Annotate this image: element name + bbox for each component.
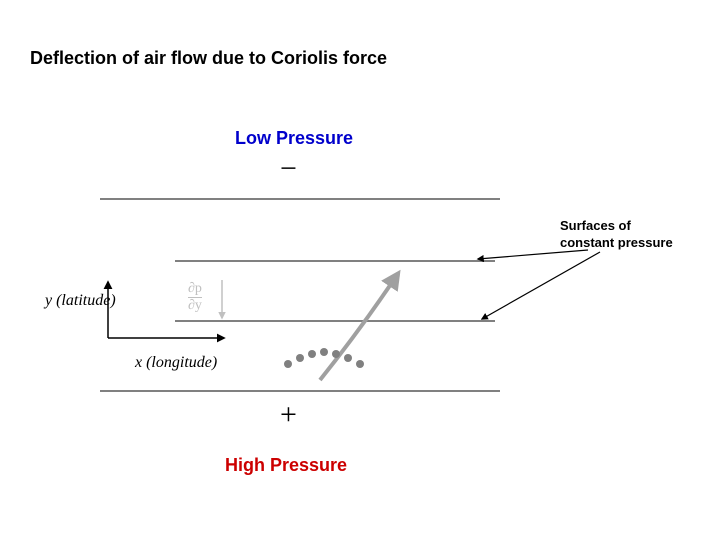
air-parcel-dot [308, 350, 316, 358]
high-pressure-label: High Pressure [225, 455, 347, 476]
isobar-2 [175, 260, 495, 262]
surfaces-line1: Surfaces of [560, 218, 631, 233]
gradient-numerator: ∂p [188, 281, 202, 296]
low-pressure-label: Low Pressure [235, 128, 353, 149]
minus-symbol: − [280, 152, 297, 186]
isobar-4 [100, 390, 500, 392]
diagram-title: Deflection of air flow due to Coriolis f… [30, 48, 387, 69]
pressure-gradient: ∂p ∂y [188, 282, 202, 313]
surfaces-label: Surfaces of constant pressure [560, 218, 673, 252]
air-parcel-dot [284, 360, 292, 368]
air-parcel-dot [332, 350, 340, 358]
air-parcel-dot [344, 354, 352, 362]
isobar-3 [175, 320, 495, 322]
air-parcel-dot [320, 348, 328, 356]
isobar-1 [100, 198, 500, 200]
x-axis-label: x (longitude) [135, 354, 217, 372]
gradient-denominator: ∂y [188, 298, 202, 313]
air-parcel-dot [296, 354, 304, 362]
surfaces-line2: constant pressure [560, 235, 673, 250]
y-axis-label: y (latitude) [45, 292, 116, 310]
diagram-svg [0, 0, 720, 540]
air-parcel-dot [356, 360, 364, 368]
plus-symbol: + [280, 398, 297, 432]
